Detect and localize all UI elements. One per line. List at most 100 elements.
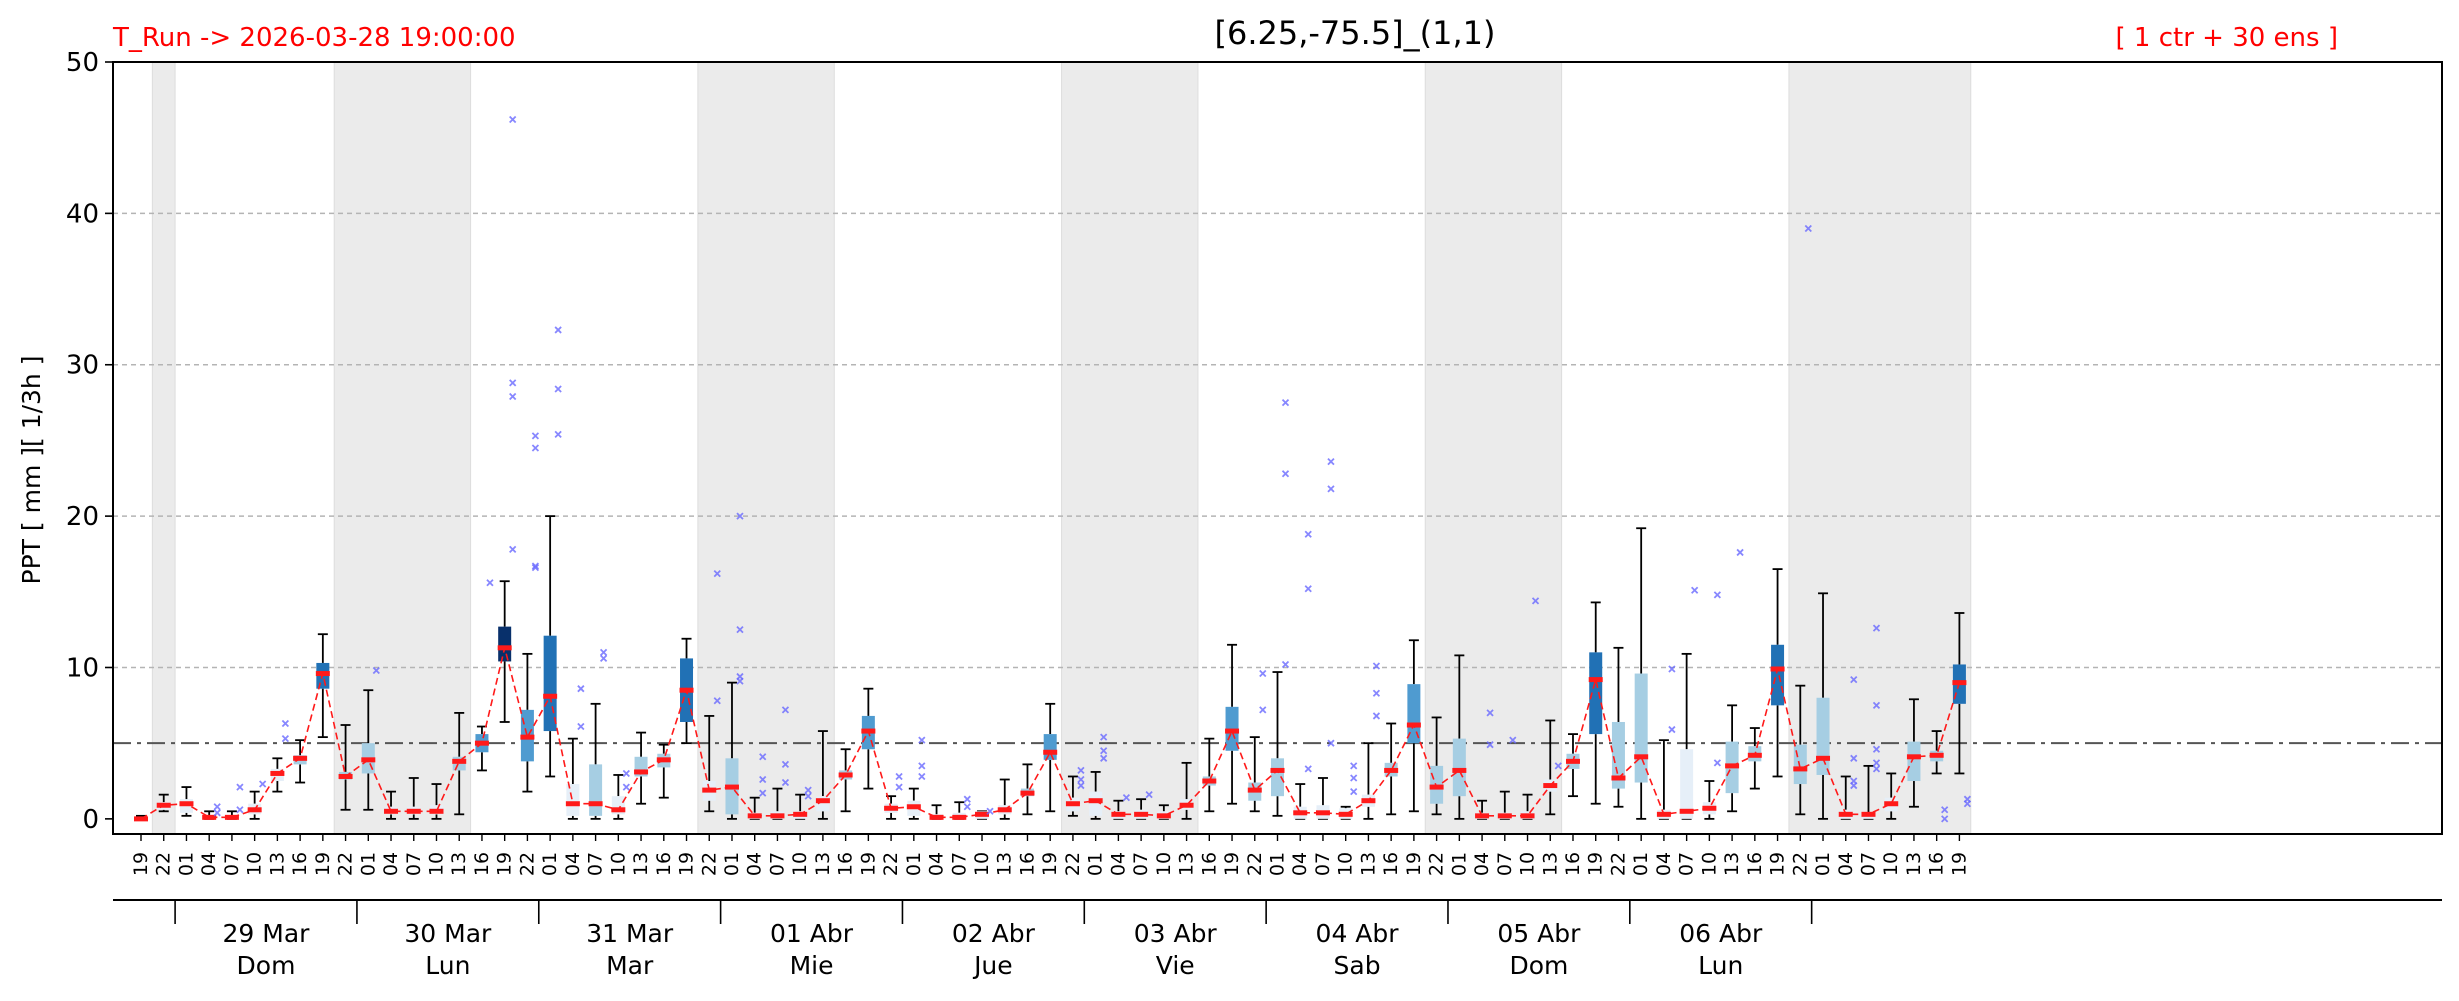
median-marker — [702, 787, 717, 793]
x-tick-label: 16 — [289, 852, 311, 876]
x-tick-label: 19 — [1585, 852, 1607, 876]
median-marker — [1384, 767, 1399, 773]
outlier-point — [963, 795, 971, 803]
median-marker — [611, 807, 626, 813]
median-marker — [747, 813, 762, 819]
outlier-point — [1872, 701, 1881, 709]
outlier-point — [759, 789, 767, 797]
median-marker — [1361, 798, 1376, 804]
outlier-point — [1350, 762, 1358, 770]
outlier-point — [531, 563, 540, 572]
outlier-point — [1486, 741, 1494, 749]
outlier-point — [781, 760, 790, 769]
median-marker — [1134, 811, 1149, 817]
x-tick-label: 19 — [1948, 852, 1970, 876]
day-weekday-label: Dom — [1509, 951, 1568, 980]
median-marker — [1111, 811, 1126, 817]
outlier-point — [1100, 747, 1108, 755]
box — [589, 764, 603, 816]
median-marker — [1611, 775, 1626, 781]
median-marker — [1475, 813, 1490, 819]
x-tick-label: 10 — [1880, 852, 1902, 876]
median-marker — [384, 808, 399, 814]
day-weekday-label: Jue — [972, 951, 1013, 980]
outlier-point — [554, 430, 562, 439]
outlier-point — [1941, 806, 1949, 814]
x-tick-label: 07 — [1494, 852, 1516, 876]
ensemble-label: [ 1 ctr + 30 ens ] — [2116, 23, 2339, 53]
box — [566, 784, 580, 816]
y-tick-label: 40 — [66, 199, 99, 229]
median-marker — [1793, 766, 1808, 772]
box — [498, 626, 512, 662]
outlier-point — [1281, 470, 1290, 478]
x-tick-label: 07 — [221, 852, 243, 876]
outlier-point — [213, 803, 221, 811]
x-tick-label: 01 — [721, 852, 743, 876]
y-gridlines — [113, 212, 2442, 669]
outlier-point — [781, 778, 790, 787]
x-tick-label: 22 — [516, 852, 538, 876]
outlier-point — [1145, 791, 1153, 799]
outlier-point — [1077, 766, 1085, 775]
x-tick-label: 16 — [1926, 852, 1948, 876]
x-tick-label: 07 — [403, 852, 425, 876]
x-tick-label: 04 — [744, 852, 766, 876]
outlier-point — [1691, 586, 1699, 594]
outlier-point — [759, 775, 767, 784]
x-tick-label: 16 — [1016, 852, 1038, 876]
x-tick-label: 16 — [1380, 852, 1402, 876]
box — [1271, 758, 1284, 797]
y-tick-label: 20 — [66, 502, 99, 532]
day-date-label: 02 Abr — [952, 919, 1036, 948]
x-tick-label: 19 — [676, 852, 698, 876]
x-tick-label: 04 — [1653, 852, 1675, 876]
median-marker — [1429, 784, 1444, 790]
outlier-point — [1872, 745, 1881, 753]
median-marker — [861, 728, 876, 734]
outlier-point — [895, 783, 903, 791]
median-marker — [1565, 758, 1580, 764]
x-tick-label: 10 — [789, 852, 811, 876]
median-marker — [588, 801, 603, 807]
x-tick-label: 19 — [1403, 852, 1425, 876]
outlier-point — [1281, 660, 1290, 669]
outlier-point — [259, 780, 267, 788]
x-tick-label: 07 — [1130, 852, 1152, 876]
median-marker — [884, 805, 899, 811]
outlier-point — [1372, 662, 1381, 670]
outlier-point — [1872, 759, 1881, 767]
median-line — [140, 647, 1961, 820]
x-tick-label: 16 — [1562, 852, 1584, 876]
median-marker — [1497, 813, 1512, 819]
outlier-point — [1304, 585, 1312, 593]
day-weekday-label: Mie — [790, 951, 834, 980]
outlier-point — [1713, 759, 1722, 767]
outlier-point — [531, 562, 540, 570]
x-tick-label: 10 — [425, 852, 447, 876]
night-band — [697, 61, 835, 835]
median-marker — [1179, 802, 1194, 808]
day-date-label: 05 Abr — [1497, 919, 1581, 948]
x-tick-label: 13 — [1176, 852, 1198, 876]
x-tick-label: 04 — [1289, 852, 1311, 876]
day-axis: 29 Mar Dom 30 Mar Lun 31 Mar Mar 01 Abr Mie 02 A… — [113, 899, 2442, 980]
outlier-point — [1668, 725, 1676, 734]
outlier-point — [554, 326, 562, 334]
median-marker — [1043, 749, 1058, 755]
x-tick-label: 13 — [630, 852, 652, 876]
outlier-point — [1327, 485, 1335, 493]
x-tick-label: 01 — [1448, 852, 1470, 876]
outlier-point — [1713, 591, 1722, 599]
outlier-point — [759, 753, 767, 761]
outlier-point — [1509, 736, 1517, 744]
median-marker — [315, 671, 330, 677]
x-tick-label: 13 — [1539, 852, 1561, 876]
outlier-point — [986, 807, 994, 815]
day-date-label: 31 Mar — [586, 919, 674, 948]
outlier-point — [736, 626, 744, 634]
day-weekday-label: Sab — [1334, 951, 1381, 980]
x-tick-label: 13 — [1903, 852, 1925, 876]
run-label: T_Run -> 2026-03-28 19:00:00 — [112, 23, 516, 53]
